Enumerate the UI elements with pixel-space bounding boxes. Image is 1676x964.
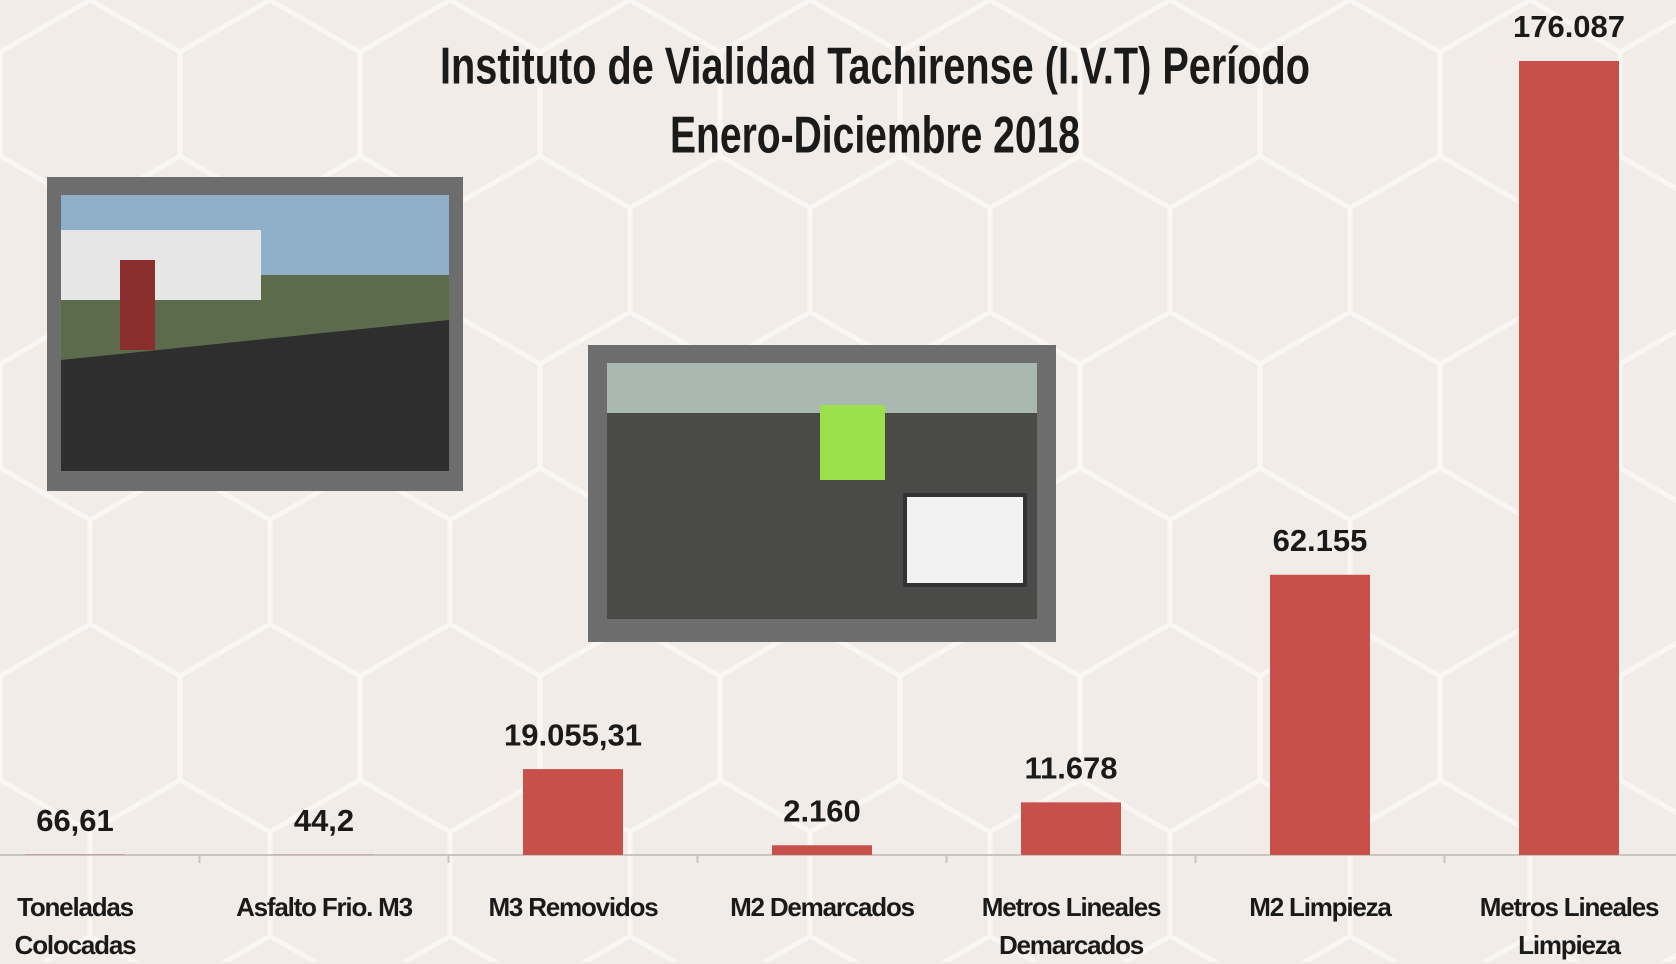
data-label: 19.055,31 [504,717,642,752]
bar [1021,802,1121,855]
data-label: 11.678 [1024,751,1117,786]
data-label: 62.155 [1273,523,1368,558]
chart-title: Enero-Diciembre 2018 [670,107,1080,165]
data-label: 66,61 [36,803,114,838]
bar [772,845,872,855]
x-tick-label: Toneladas Colocadas [0,888,195,964]
x-tick-label: Metros Lineales Demarcados [951,888,1191,964]
x-tick-label: M2 Limpieza [1200,888,1440,926]
data-label: 176.087 [1513,9,1625,44]
x-tick-label: Metros Lineales Limpieza [1449,888,1676,964]
photo-1 [47,177,463,491]
x-tick-label: M2 Demarcados [702,888,942,926]
chart-title: Instituto de Vialidad Tachirense (I.V.T)… [440,38,1310,96]
photo-2 [588,345,1056,642]
data-label: 44,2 [294,803,354,838]
bar [1270,575,1370,855]
bar [523,769,623,855]
x-tick-label: Asfalto Frio. M3 [204,888,444,926]
bar [1519,61,1619,855]
x-tick-label: M3 Removidos [453,888,693,926]
data-label: 2.160 [783,793,861,828]
